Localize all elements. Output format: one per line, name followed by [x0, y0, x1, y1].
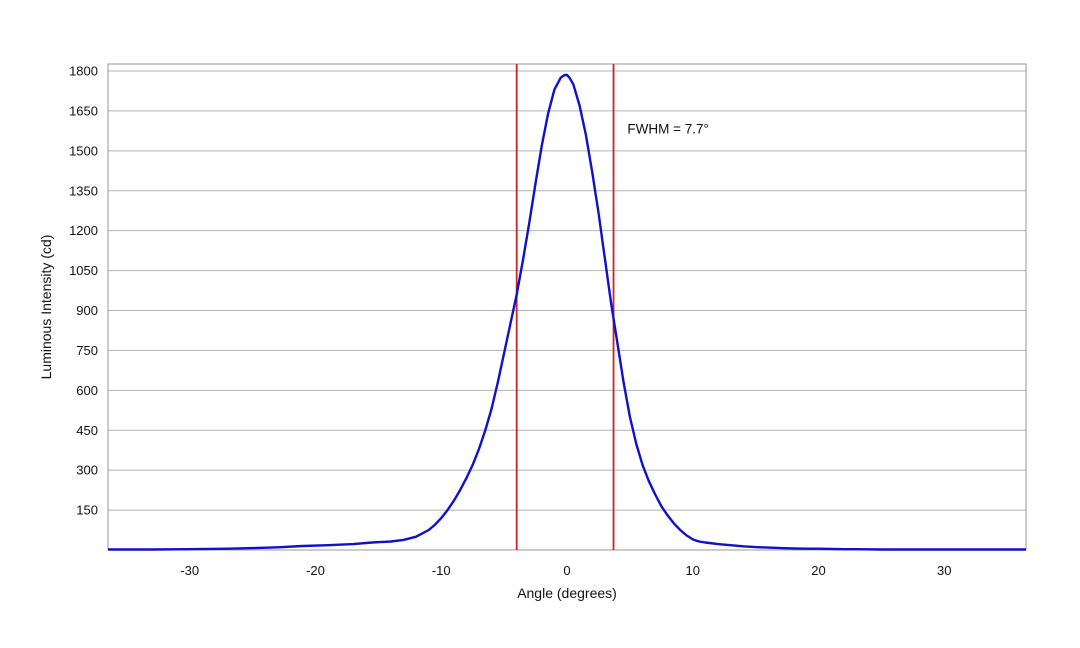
- y-tick-label: 900: [76, 303, 98, 318]
- y-tick-labels: 150 300 450 600 750 900 1050 1200 1350 1500 1650 18…: [69, 64, 98, 518]
- y-tick-label: 300: [76, 463, 98, 478]
- x-tick-label: 10: [686, 563, 700, 578]
- y-axis-title: Luminous Intensity (cd): [38, 235, 54, 380]
- x-tick-label: -10: [432, 563, 451, 578]
- x-tick-label: 0: [563, 563, 570, 578]
- series-line: [108, 73, 1026, 551]
- x-axis-title: Angle (degrees): [517, 585, 617, 601]
- y-tick-label: 1500: [69, 143, 98, 158]
- y-tick-label: 600: [76, 383, 98, 398]
- x-tick-label: 20: [811, 563, 825, 578]
- y-tick-label: 1050: [69, 263, 98, 278]
- grid-lines: [108, 70, 1026, 511]
- x-tick-labels: -30 -20 -10 0 10 20 30: [180, 563, 951, 578]
- plot-frame: [107, 63, 1027, 551]
- fwhm-annotation: FWHM = 7.7°: [627, 122, 709, 137]
- y-tick-label: 1800: [69, 64, 98, 79]
- annotations: FWHM = 7.7°: [627, 122, 709, 137]
- reference-lines: [515, 64, 615, 550]
- y-tick-label: 150: [76, 503, 98, 518]
- x-tick-label: -20: [306, 563, 325, 578]
- x-tick-label: 30: [937, 563, 951, 578]
- y-tick-label: 450: [76, 423, 98, 438]
- y-tick-label: 1650: [69, 103, 98, 118]
- y-tick-label: 1350: [69, 183, 98, 198]
- x-tick-label: -30: [180, 563, 199, 578]
- y-tick-label: 1200: [69, 223, 98, 238]
- y-tick-label: 750: [76, 343, 98, 358]
- series-lines: [108, 73, 1026, 551]
